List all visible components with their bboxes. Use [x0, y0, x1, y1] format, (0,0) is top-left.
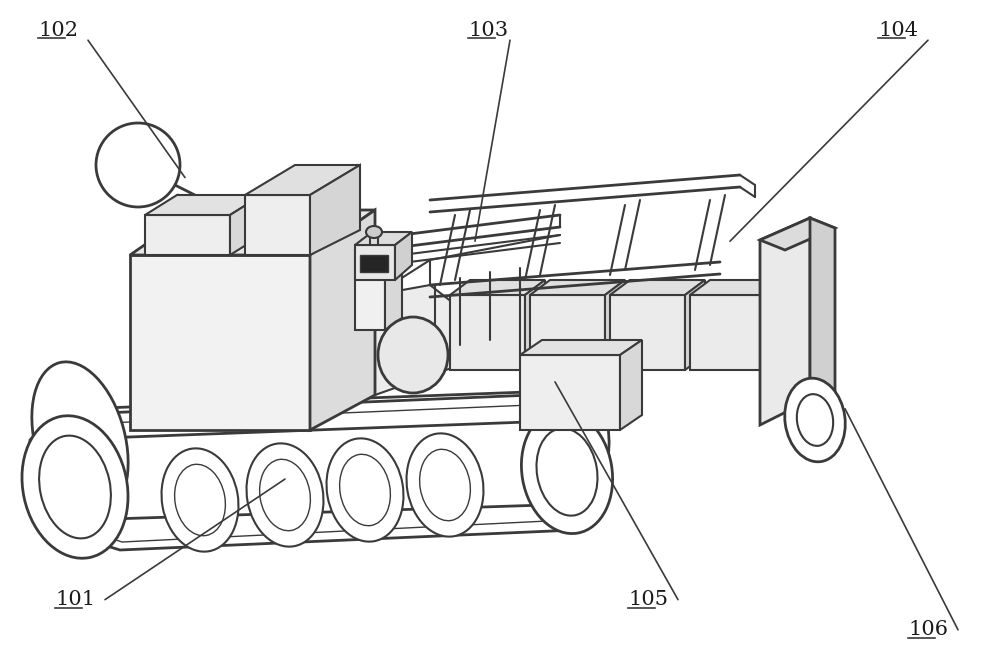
Text: 101: 101 — [55, 590, 95, 609]
Ellipse shape — [378, 317, 448, 393]
Polygon shape — [530, 295, 605, 370]
Ellipse shape — [39, 436, 111, 539]
Polygon shape — [610, 295, 685, 370]
Polygon shape — [690, 295, 765, 370]
Polygon shape — [760, 218, 835, 250]
Ellipse shape — [162, 448, 238, 551]
Polygon shape — [690, 280, 785, 295]
Polygon shape — [145, 215, 230, 255]
Polygon shape — [130, 255, 310, 430]
Polygon shape — [355, 232, 412, 245]
Polygon shape — [450, 280, 545, 295]
Polygon shape — [355, 238, 402, 250]
Ellipse shape — [531, 366, 609, 494]
Ellipse shape — [536, 428, 598, 516]
Polygon shape — [450, 295, 525, 370]
Polygon shape — [395, 232, 412, 280]
Polygon shape — [375, 285, 520, 395]
Text: 105: 105 — [628, 590, 668, 609]
Polygon shape — [520, 340, 642, 355]
Ellipse shape — [247, 444, 323, 547]
Ellipse shape — [407, 433, 483, 537]
Text: 102: 102 — [38, 21, 78, 40]
Polygon shape — [810, 218, 835, 410]
Ellipse shape — [260, 459, 310, 531]
Text: 103: 103 — [468, 21, 508, 40]
Polygon shape — [685, 280, 705, 370]
Text: 106: 106 — [908, 620, 948, 639]
Polygon shape — [385, 238, 402, 330]
Polygon shape — [145, 195, 262, 215]
Ellipse shape — [32, 362, 128, 518]
Polygon shape — [355, 245, 395, 280]
Polygon shape — [360, 255, 388, 272]
Polygon shape — [245, 195, 310, 255]
Polygon shape — [245, 165, 360, 195]
Ellipse shape — [366, 226, 382, 238]
Polygon shape — [230, 195, 262, 255]
Polygon shape — [605, 280, 625, 370]
Ellipse shape — [22, 416, 128, 558]
Text: 104: 104 — [878, 21, 918, 40]
Ellipse shape — [340, 454, 390, 526]
Ellipse shape — [521, 411, 613, 533]
Polygon shape — [355, 250, 385, 330]
Ellipse shape — [96, 123, 180, 207]
Polygon shape — [310, 210, 375, 430]
Polygon shape — [130, 210, 375, 255]
Polygon shape — [765, 280, 785, 370]
Polygon shape — [30, 393, 605, 550]
Polygon shape — [525, 280, 545, 370]
Ellipse shape — [327, 438, 403, 541]
Polygon shape — [530, 280, 625, 295]
Ellipse shape — [420, 450, 470, 521]
Ellipse shape — [785, 378, 845, 462]
Polygon shape — [620, 340, 642, 430]
Ellipse shape — [175, 464, 225, 536]
Polygon shape — [760, 218, 810, 425]
Ellipse shape — [797, 394, 833, 446]
Polygon shape — [610, 280, 705, 295]
Polygon shape — [310, 165, 360, 255]
Polygon shape — [520, 355, 620, 430]
